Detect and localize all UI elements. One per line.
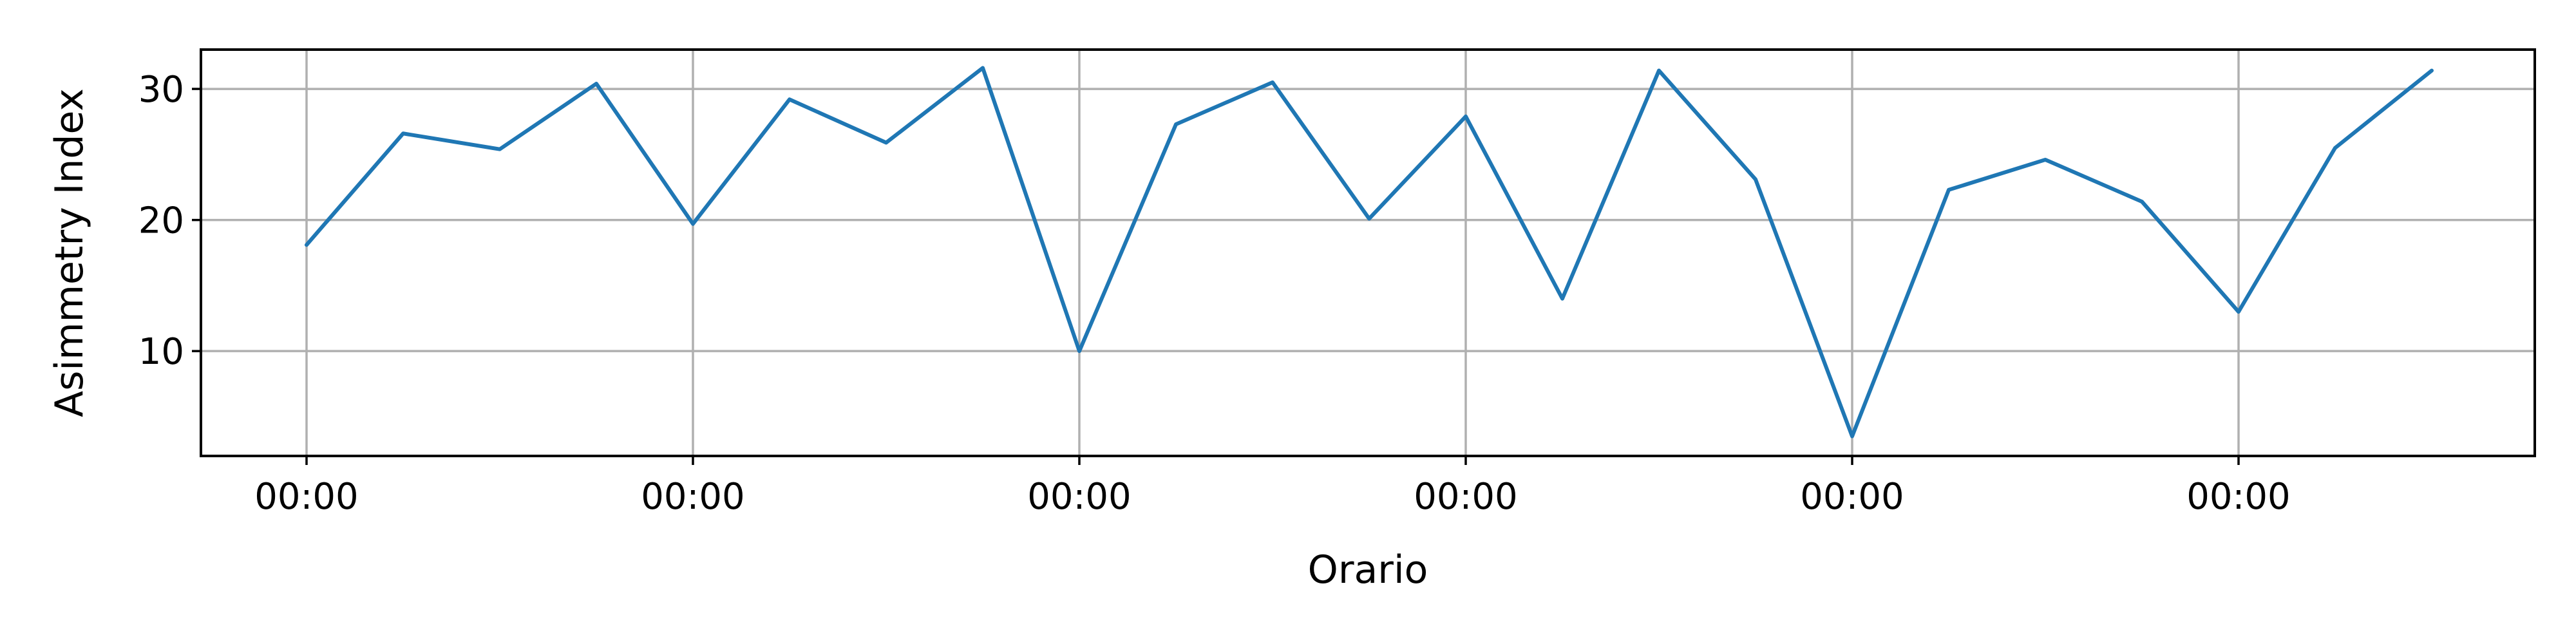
grid [201,50,2535,456]
data-point [1850,434,1854,438]
x-tick-label: 00:00 [641,476,744,518]
data-point [2430,69,2434,73]
data-point [1367,217,1371,221]
x-tick-label: 00:00 [254,476,358,518]
data-point [2237,310,2240,314]
data-point [2333,146,2337,150]
x-tick-label: 00:00 [2186,476,2290,518]
data-point [1174,122,1178,126]
y-axis-ticks: 10 20 30 [138,69,201,373]
x-tick-label: 00:00 [1414,476,1517,518]
data-point [2043,158,2047,162]
x-tick-label: 00:00 [1027,476,1131,518]
data-point [594,82,598,86]
data-point [1657,69,1661,73]
data-point [498,147,502,151]
data-point [401,131,405,135]
y-tick-label: 30 [138,69,184,111]
x-axis-ticks: 00:00 00:00 00:00 00:00 00:00 00:00 [254,456,2291,518]
data-point [788,97,791,101]
x-tick-label: 00:00 [1800,476,1904,518]
data-point [1560,297,1564,301]
data-point [1464,115,1468,118]
data-point [981,66,985,70]
data-point [1754,178,1757,182]
data-point [305,243,308,247]
x-axis-label: Orario [1308,547,1428,592]
data-point [1271,80,1274,84]
y-tick-label: 10 [138,331,184,373]
data-point [1947,188,1951,192]
data-point [2140,200,2144,204]
data-point [884,141,888,145]
plot-area-frame [200,48,2536,457]
series-line [305,66,2434,439]
y-axis-label: Asimmetry Index [47,88,92,417]
data-point [691,222,695,226]
data-point [1077,349,1081,353]
y-tick-label: 20 [138,200,184,242]
